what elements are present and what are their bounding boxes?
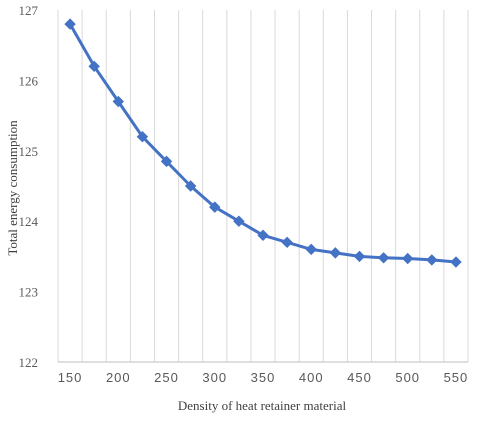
data-point-marker <box>233 215 245 227</box>
y-tick-label: 126 <box>19 73 39 88</box>
x-tick-label: 500 <box>395 370 420 385</box>
data-point-marker <box>88 60 100 73</box>
data-point-marker <box>136 131 149 143</box>
x-tick-label: 400 <box>299 370 324 385</box>
y-tick-label: 122 <box>19 355 39 370</box>
x-tick-labels: 150 200 250 300 350 400 450 500 550 <box>58 370 469 385</box>
data-point-marker <box>426 254 438 266</box>
data-point-marker <box>450 256 462 268</box>
x-tick-label: 350 <box>251 370 276 385</box>
data-point-marker <box>401 252 414 265</box>
data-point-marker <box>64 18 76 30</box>
series-markers <box>64 18 462 268</box>
series-line <box>68 23 457 264</box>
y-tick-label: 124 <box>19 214 39 229</box>
y-tick-labels: 122 123 124 125 126 127 <box>19 3 39 370</box>
data-point-marker <box>160 155 173 168</box>
y-tick-label: 125 <box>19 144 39 159</box>
data-point-marker <box>257 229 269 241</box>
data-point-marker <box>353 250 366 263</box>
x-tick-label: 250 <box>154 370 179 385</box>
y-axis-title: Total energy consumption <box>5 120 20 256</box>
data-point-marker <box>209 201 221 213</box>
x-axis-title: Density of heat retainer material <box>178 398 347 413</box>
data-point-marker <box>112 95 125 108</box>
data-point-marker <box>377 252 390 264</box>
gridlines <box>57 10 469 362</box>
data-point-marker <box>329 247 342 259</box>
x-tick-label: 150 <box>58 370 83 385</box>
data-point-marker <box>281 236 293 249</box>
y-tick-label: 123 <box>19 285 39 300</box>
data-point-marker <box>184 180 197 192</box>
x-tick-label: 200 <box>106 370 131 385</box>
x-tick-label: 450 <box>347 370 372 385</box>
data-point-marker <box>305 243 317 256</box>
x-tick-label: 550 <box>444 370 469 385</box>
x-tick-label: 300 <box>202 370 227 385</box>
y-tick-label: 127 <box>19 3 39 18</box>
